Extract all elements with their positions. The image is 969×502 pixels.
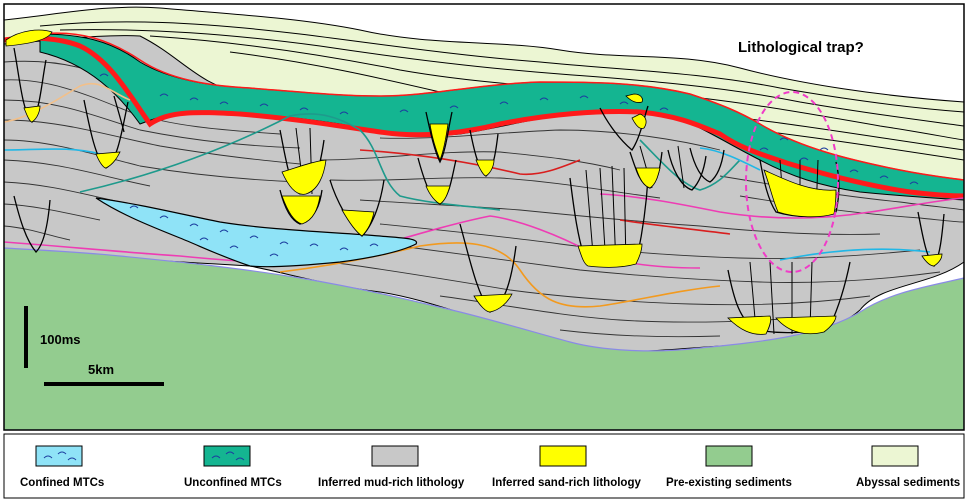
legend-item: Inferred mud-rich lithology	[318, 445, 465, 489]
legend-swatch	[371, 445, 419, 467]
legend-frame	[3, 433, 965, 499]
legend-swatch	[203, 445, 251, 467]
legend: Confined MTCs Unconfined MTCs Inferred mud…	[3, 433, 965, 499]
legend-label: Pre-existing sediments	[666, 477, 792, 489]
pre-existing-sediments-area	[4, 247, 964, 430]
legend-item: Abyssal sediments	[856, 445, 960, 489]
legend-swatch	[705, 445, 753, 467]
legend-wave-icon	[43, 451, 77, 461]
legend-item: Confined MTCs	[20, 445, 104, 489]
horizontal-scale-bar: 5km	[44, 362, 164, 386]
vertical-scale-bar: 100ms	[24, 306, 80, 368]
main-horizon-line	[4, 35, 964, 199]
confined-mtc-area	[95, 197, 418, 268]
legend-items: Confined MTCs Unconfined MTCs Inferred mud…	[20, 445, 960, 489]
legend-label: Abyssal sediments	[856, 477, 960, 489]
legend-swatch	[539, 445, 587, 467]
horizontal-scale-label: 5km	[88, 362, 114, 377]
unconfined-mtc-texture	[99, 73, 919, 185]
lithological-trap-outline	[745, 91, 839, 273]
legend-item: Inferred sand-rich lithology	[492, 445, 641, 489]
sand-bodies	[5, 29, 943, 335]
legend-label: Confined MTCs	[20, 477, 104, 489]
legend-wave-icon	[211, 451, 245, 461]
legend-swatch	[871, 445, 919, 467]
legend-label: Inferred mud-rich lithology	[318, 477, 465, 489]
legend-label: Unconfined MTCs	[184, 477, 282, 489]
legend-item: Unconfined MTCs	[184, 445, 282, 489]
legend-swatch	[35, 445, 83, 467]
confined-mtc-texture	[129, 205, 379, 257]
upper-horizon-line	[39, 32, 964, 181]
trap-label: Lithological trap?	[738, 39, 864, 56]
section-panel: Lithological trap? 100ms 5km	[4, 4, 964, 430]
legend-label: Inferred sand-rich lithology	[492, 477, 641, 489]
vertical-scale-label: 100ms	[40, 332, 80, 347]
panel-border	[3, 3, 965, 431]
legend-item: Pre-existing sediments	[666, 445, 792, 489]
